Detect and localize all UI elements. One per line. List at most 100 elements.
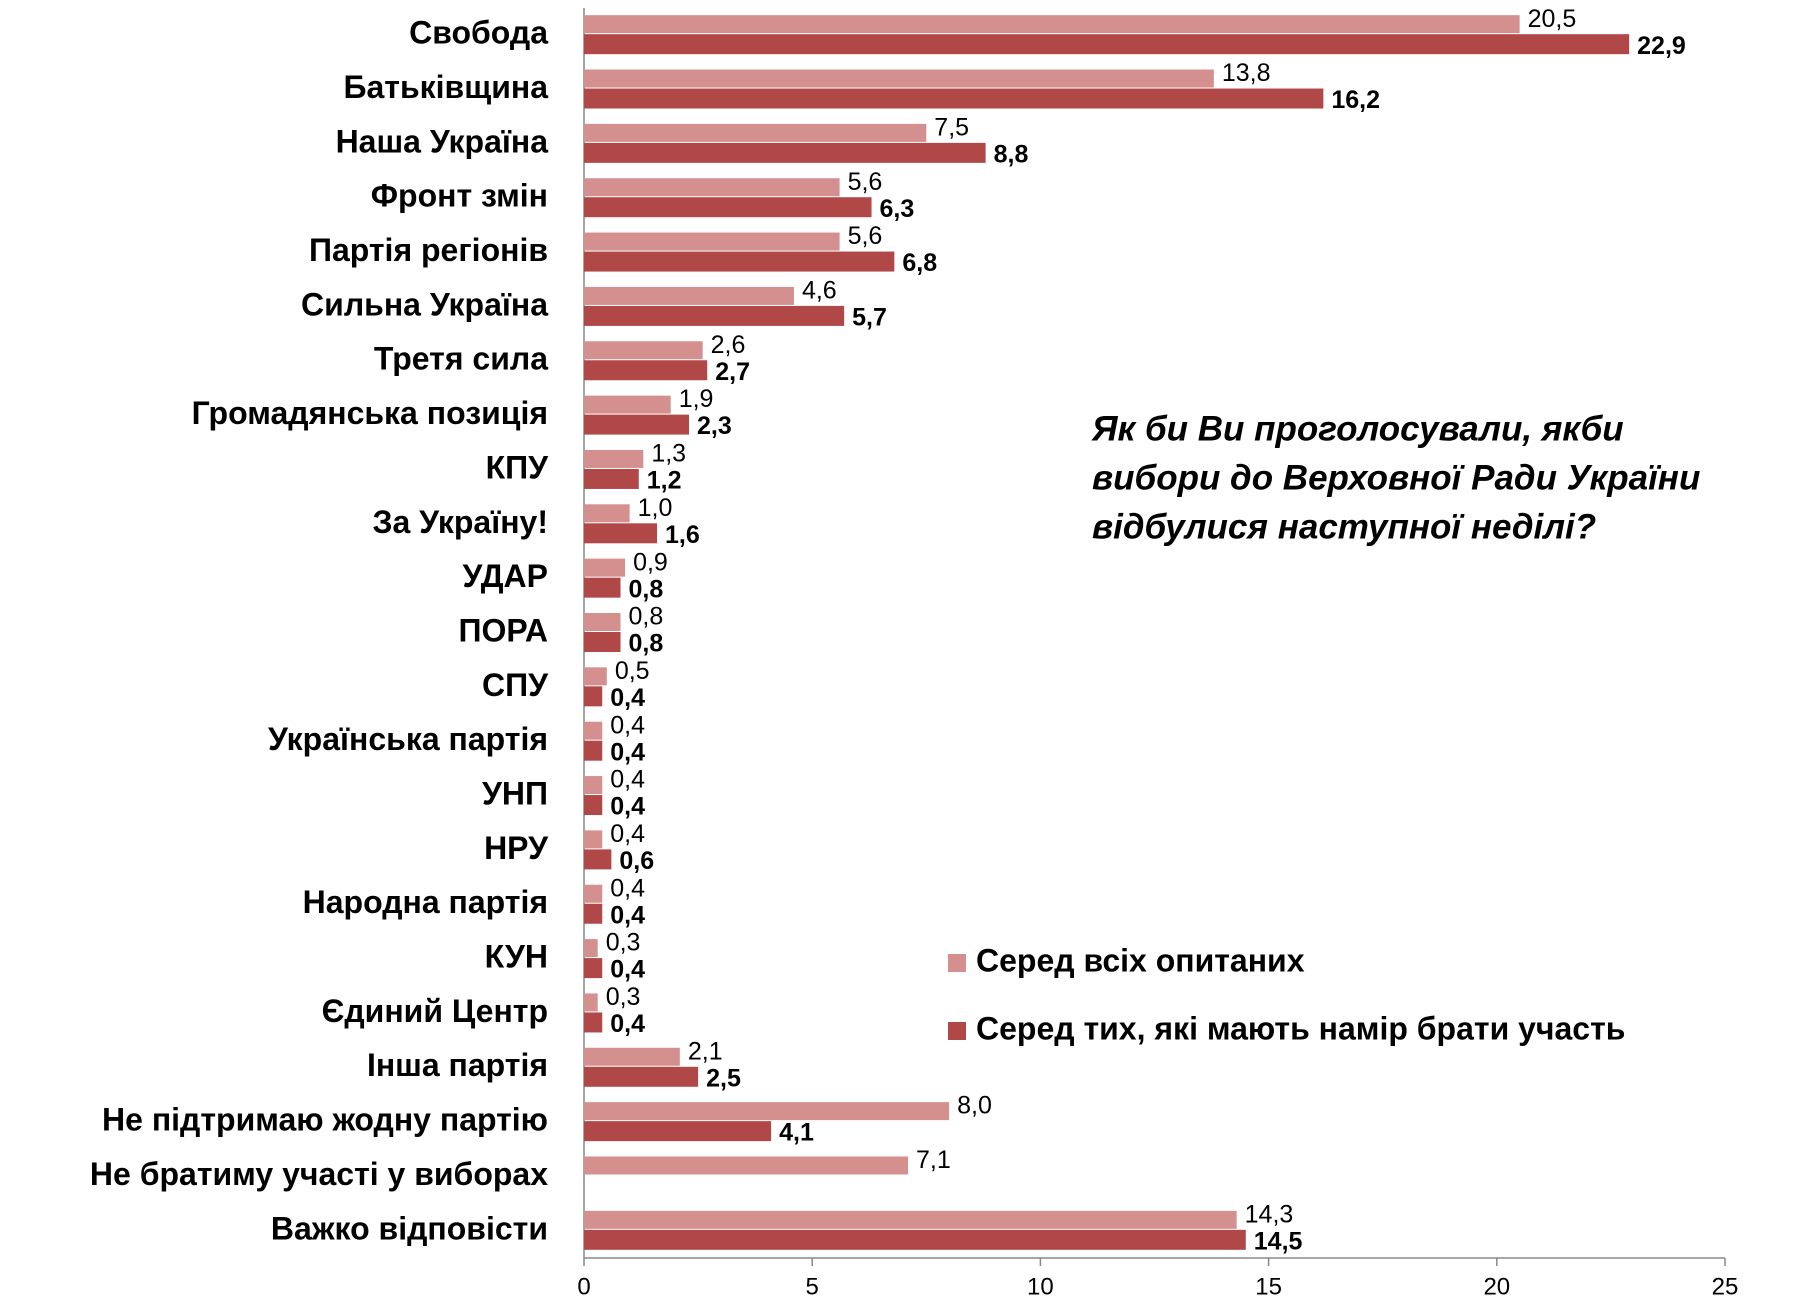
- value-label: 1,9: [679, 385, 714, 413]
- value-label: 14,5: [1254, 1227, 1303, 1255]
- value-label: 0,4: [610, 738, 645, 766]
- bar: [584, 123, 927, 142]
- bar: [584, 504, 630, 523]
- value-label: 0,4: [610, 820, 645, 848]
- bar: [584, 395, 671, 414]
- category-label: ПОРА: [458, 612, 548, 648]
- bar: [584, 286, 794, 305]
- value-label: 0,3: [606, 929, 641, 957]
- category-label: Наша Україна: [336, 123, 549, 159]
- bar: [584, 776, 603, 795]
- value-label: 14,3: [1245, 1200, 1294, 1228]
- value-label: 6,8: [902, 249, 937, 277]
- value-label: 8,8: [994, 140, 1029, 168]
- bar: [584, 849, 612, 870]
- bar: [584, 993, 598, 1012]
- value-label: 5,7: [852, 304, 887, 332]
- x-tick-label: 10: [1027, 1273, 1054, 1300]
- value-label: 22,9: [1637, 32, 1686, 60]
- bar: [584, 884, 603, 903]
- chart-title: відбулися наступної неділі?: [1092, 507, 1596, 546]
- x-tick-label: 20: [1483, 1273, 1510, 1300]
- bar: [584, 1121, 772, 1142]
- legend-swatch: [948, 954, 966, 972]
- bar: [584, 468, 639, 489]
- category-label: Фронт змін: [371, 178, 548, 214]
- bar: [584, 667, 607, 686]
- bar: [584, 251, 895, 272]
- value-label: 0,4: [610, 1010, 645, 1038]
- legend-swatch: [948, 1022, 966, 1040]
- category-label: За Україну!: [372, 504, 548, 540]
- value-label: 1,0: [638, 494, 673, 522]
- value-label: 0,4: [610, 793, 645, 821]
- value-label: 4,1: [779, 1119, 814, 1147]
- value-label: 13,8: [1222, 59, 1271, 87]
- bar: [584, 613, 621, 631]
- bar: [584, 686, 603, 707]
- value-label: 6,3: [880, 195, 915, 223]
- category-label: Інша партія: [367, 1047, 548, 1083]
- value-label: 0,4: [610, 711, 645, 739]
- value-label: 0,4: [610, 901, 645, 929]
- value-label: 16,2: [1331, 86, 1380, 114]
- bar: [584, 414, 689, 435]
- value-label: 2,5: [706, 1064, 741, 1092]
- value-label: 0,8: [629, 575, 664, 603]
- value-label: 2,7: [715, 358, 750, 386]
- bar: [584, 1102, 950, 1121]
- bar: [584, 1229, 1246, 1250]
- category-label: СПУ: [482, 667, 549, 703]
- value-label: 0,5: [615, 657, 650, 685]
- category-label: КУН: [485, 939, 548, 975]
- value-label: 0,8: [629, 630, 664, 658]
- category-label: Сильна Україна: [301, 286, 548, 322]
- category-label: Батьківщина: [343, 69, 548, 105]
- bar: [584, 1156, 909, 1175]
- value-label: 1,3: [651, 440, 686, 468]
- chart-title: вибори до Верховної Ради України: [1092, 458, 1700, 497]
- bar: [584, 795, 603, 816]
- bar: [584, 360, 708, 381]
- x-tick-label: 5: [806, 1273, 819, 1300]
- bar: [584, 740, 603, 761]
- bar: [584, 34, 1630, 55]
- bar: [584, 341, 703, 360]
- legend-label: Серед тих, які мають намір брати участь: [976, 1010, 1625, 1046]
- bar: [584, 558, 626, 577]
- value-label: 0,4: [610, 874, 645, 902]
- value-label: 20,5: [1528, 5, 1577, 33]
- category-label: Свобода: [409, 15, 548, 51]
- value-label: 7,1: [916, 1146, 951, 1174]
- value-label: 0,6: [619, 847, 654, 875]
- bar: [584, 142, 986, 163]
- chart-title: Як би Ви проголосували, якби: [1091, 409, 1624, 448]
- x-tick-label: 0: [577, 1273, 590, 1300]
- x-tick-label: 15: [1255, 1273, 1282, 1300]
- bar: [584, 232, 840, 251]
- bar: [584, 1012, 603, 1033]
- value-label: 0,4: [610, 766, 645, 794]
- bar: [584, 305, 845, 326]
- x-tick-label: 25: [1712, 1273, 1739, 1300]
- bar: [584, 88, 1324, 109]
- bar: [584, 958, 603, 979]
- bar: [584, 69, 1214, 88]
- category-label: УНП: [482, 775, 548, 811]
- category-label: Українська партія: [268, 721, 548, 757]
- bar: [584, 577, 621, 598]
- bar: [584, 1210, 1237, 1229]
- value-label: 4,6: [802, 277, 837, 305]
- bar: [584, 721, 603, 740]
- bar: [584, 15, 1520, 34]
- legend-label: Серед всіх опитаних: [976, 942, 1305, 978]
- category-label: Не братиму участі у виборах: [90, 1156, 548, 1192]
- value-label: 0,8: [629, 603, 664, 631]
- bar: [584, 1047, 680, 1066]
- bar: [584, 632, 621, 652]
- bar: [584, 197, 872, 218]
- bar: [584, 903, 603, 924]
- value-label: 0,4: [610, 956, 645, 984]
- bar: [584, 178, 840, 197]
